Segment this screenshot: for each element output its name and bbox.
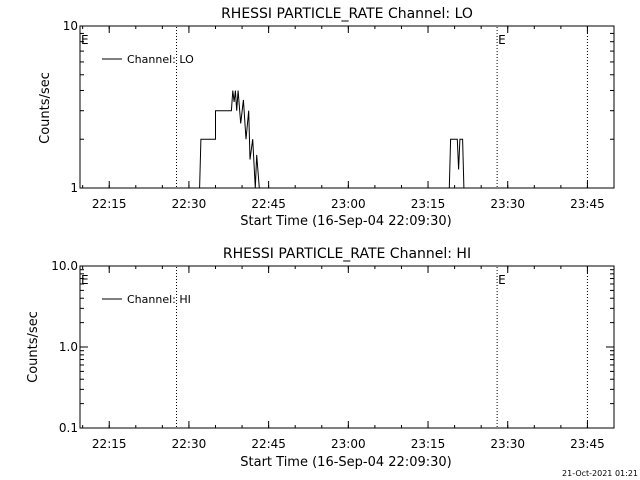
chart-title: RHESSI PARTICLE_RATE Channel: HI (223, 246, 471, 262)
x-tick-label: 22:30 (172, 437, 207, 451)
x-axis-label: Start Time (16-Sep-04 22:09:30) (240, 455, 451, 470)
y-tick-label: 10 (63, 19, 78, 33)
x-tick-label: 23:45 (570, 197, 605, 211)
x-tick-label: 23:15 (411, 437, 446, 451)
event-marker-label: E (81, 273, 89, 287)
x-tick-label: 23:30 (490, 197, 525, 211)
x-tick-label: 23:30 (490, 437, 525, 451)
x-tick-label: 22:15 (92, 197, 127, 211)
x-tick-label: 22:45 (251, 197, 286, 211)
x-tick-label: 23:00 (331, 437, 366, 451)
x-tick-label: 23:15 (411, 197, 446, 211)
event-marker-label: E (498, 33, 506, 47)
plot-marks: 22:15 22:30 22:45 23:00 23:15 23:30 23:45 0.1 1.… (51, 259, 615, 451)
chart-title: RHESSI PARTICLE_RATE Channel: LO (221, 6, 473, 22)
y-tick-label: 1 (70, 181, 78, 195)
hi-channel-panel: RHESSI PARTICLE_RATE Channel: HI Counts/… (26, 246, 615, 470)
x-tick-label: 22:45 (251, 437, 286, 451)
y-axis-label: Counts/sec (38, 72, 53, 144)
event-marker-label: E (81, 33, 89, 47)
legend-label: Channel: HI (127, 293, 191, 306)
x-axis-label: Start Time (16-Sep-04 22:09:30) (240, 214, 451, 229)
y-tick-label: 0.1 (59, 421, 78, 435)
x-tick-label: 22:15 (92, 437, 127, 451)
series-line (199, 90, 465, 189)
x-tick-label: 23:00 (331, 197, 366, 211)
x-tick-label: 23:45 (570, 437, 605, 451)
y-tick-label: 10.0 (51, 259, 78, 273)
footer-timestamp: 21-Oct-2021 01:21 (562, 469, 638, 478)
y-axis-label: Counts/sec (26, 311, 41, 383)
x-tick-label: 22:30 (172, 197, 207, 211)
lo-channel-panel: RHESSI PARTICLE_RATE Channel: LO Counts/… (38, 6, 615, 229)
y-tick-label: 1.0 (59, 340, 78, 354)
legend-label: Channel: LO (127, 53, 194, 66)
event-marker-label: E (498, 273, 506, 287)
